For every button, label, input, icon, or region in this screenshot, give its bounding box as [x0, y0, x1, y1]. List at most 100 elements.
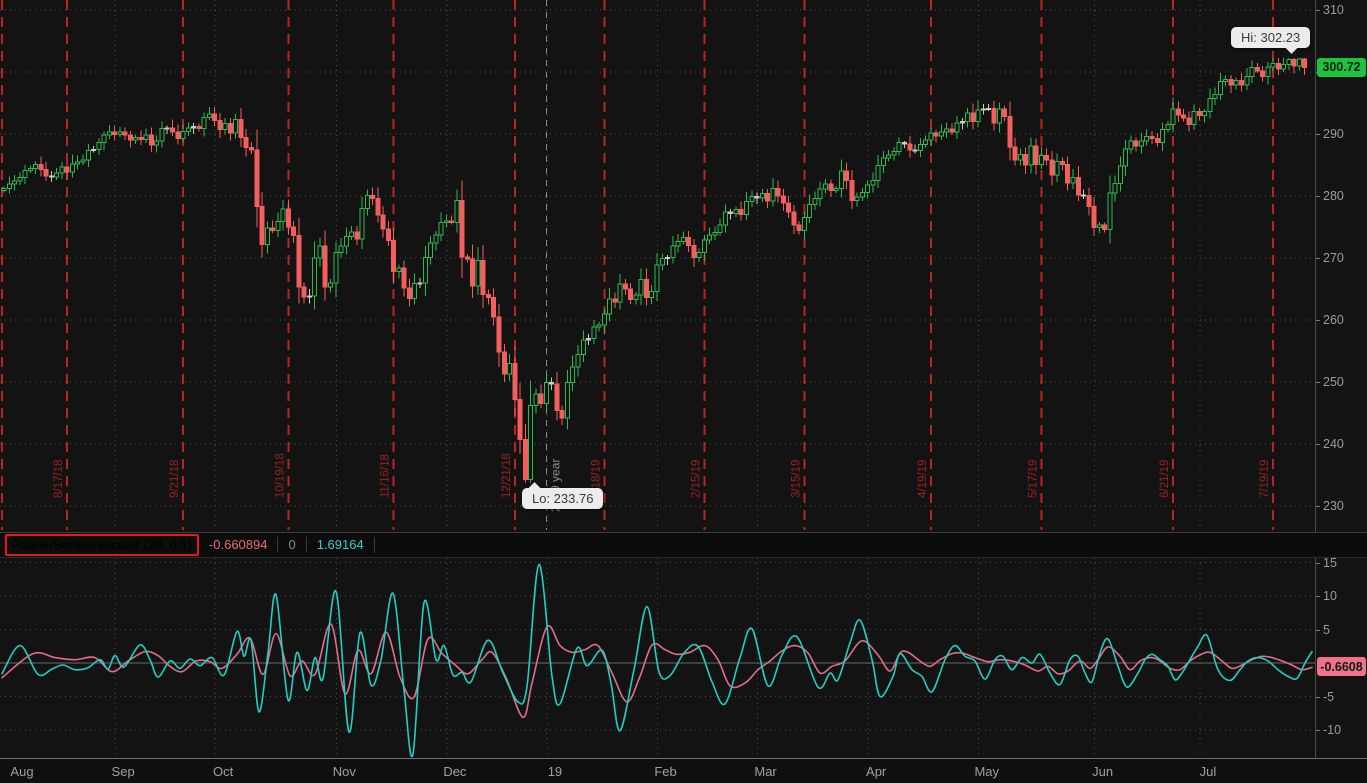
candle[interactable]	[1275, 62, 1281, 70]
candle[interactable]	[1023, 153, 1029, 166]
candle[interactable]	[933, 132, 939, 137]
candle[interactable]	[512, 362, 518, 400]
candle[interactable]	[549, 382, 555, 385]
candle[interactable]	[849, 180, 855, 201]
candle[interactable]	[722, 211, 728, 226]
candle[interactable]	[801, 217, 807, 232]
candle[interactable]	[1012, 146, 1018, 161]
candle[interactable]	[112, 131, 118, 136]
candle[interactable]	[870, 180, 876, 186]
candle[interactable]	[143, 134, 149, 141]
candle[interactable]	[775, 188, 781, 197]
candle[interactable]	[1217, 80, 1223, 95]
candle[interactable]	[222, 122, 228, 131]
candle[interactable]	[443, 220, 449, 224]
candle[interactable]	[480, 259, 486, 296]
candle[interactable]	[1302, 58, 1308, 69]
candle[interactable]	[296, 235, 302, 288]
candle[interactable]	[649, 290, 655, 299]
candle[interactable]	[970, 112, 976, 123]
candle[interactable]	[622, 283, 628, 290]
candle[interactable]	[312, 257, 318, 297]
candle[interactable]	[154, 140, 160, 146]
candle[interactable]	[185, 127, 191, 133]
candle[interactable]	[975, 109, 981, 123]
candle[interactable]	[80, 159, 86, 163]
candle[interactable]	[786, 202, 792, 213]
candle[interactable]	[33, 163, 39, 170]
candle[interactable]	[91, 149, 97, 152]
candle[interactable]	[270, 227, 276, 232]
candle[interactable]	[907, 143, 913, 151]
candle[interactable]	[507, 362, 513, 375]
candle[interactable]	[1096, 224, 1102, 229]
candle[interactable]	[707, 234, 713, 241]
candle[interactable]	[212, 113, 218, 121]
candle[interactable]	[54, 172, 60, 178]
candle[interactable]	[628, 288, 634, 301]
candle[interactable]	[370, 194, 376, 199]
candle[interactable]	[217, 119, 223, 131]
candle[interactable]	[1059, 160, 1065, 165]
candle[interactable]	[528, 405, 534, 480]
candle[interactable]	[17, 176, 23, 182]
candle[interactable]	[391, 240, 397, 273]
candle[interactable]	[12, 180, 18, 185]
candle[interactable]	[349, 231, 355, 237]
candle[interactable]	[1186, 117, 1192, 126]
candle[interactable]	[570, 366, 576, 384]
candle[interactable]	[633, 294, 639, 301]
candle[interactable]	[1007, 116, 1013, 148]
candle[interactable]	[944, 128, 950, 133]
candle[interactable]	[428, 242, 434, 258]
price-chart-panel[interactable]: 8/17/18 9/21/18 10/19/18 11/16/18 12/21/18 1/…	[0, 0, 1315, 532]
candle[interactable]	[1212, 93, 1218, 100]
candle[interactable]	[733, 209, 739, 214]
candle[interactable]	[1133, 140, 1139, 147]
candle[interactable]	[880, 157, 886, 167]
candle[interactable]	[264, 227, 270, 245]
candle[interactable]	[1223, 78, 1229, 82]
candle[interactable]	[954, 122, 960, 133]
candle[interactable]	[1075, 176, 1081, 196]
candle[interactable]	[912, 149, 918, 152]
candle[interactable]	[64, 166, 70, 173]
candle[interactable]	[1265, 66, 1271, 77]
candle[interactable]	[1002, 108, 1008, 118]
candle[interactable]	[333, 251, 339, 284]
candle[interactable]	[844, 170, 850, 181]
candle[interactable]	[586, 338, 592, 341]
indicator-axis[interactable]: -0.6608 15 10 5 -5 -10	[1315, 556, 1367, 758]
candle[interactable]	[1081, 194, 1087, 197]
candle[interactable]	[1049, 159, 1055, 176]
candle[interactable]	[433, 234, 439, 244]
candle[interactable]	[1165, 124, 1171, 131]
candle[interactable]	[233, 119, 239, 134]
candle[interactable]	[728, 211, 734, 214]
candle[interactable]	[675, 240, 681, 247]
candle[interactable]	[1181, 114, 1187, 119]
candle[interactable]	[459, 199, 465, 258]
candle[interactable]	[670, 245, 676, 258]
candle[interactable]	[638, 279, 644, 296]
candle[interactable]	[317, 245, 323, 259]
candle[interactable]	[1233, 80, 1239, 86]
candle[interactable]	[485, 294, 491, 299]
candle[interactable]	[665, 256, 671, 260]
candle[interactable]	[659, 258, 665, 266]
candle[interactable]	[69, 163, 75, 173]
candle[interactable]	[696, 251, 702, 258]
candle[interactable]	[554, 383, 560, 412]
candle[interactable]	[791, 211, 797, 226]
candle[interactable]	[759, 193, 765, 199]
candle[interactable]	[1112, 183, 1118, 194]
candle[interactable]	[564, 382, 570, 419]
candle[interactable]	[275, 220, 281, 232]
candle[interactable]	[965, 112, 971, 123]
candle[interactable]	[291, 226, 297, 237]
candle[interactable]	[691, 245, 697, 258]
candle[interactable]	[22, 170, 28, 178]
candle[interactable]	[1286, 59, 1292, 66]
candle[interactable]	[580, 339, 586, 356]
candle[interactable]	[238, 119, 244, 139]
